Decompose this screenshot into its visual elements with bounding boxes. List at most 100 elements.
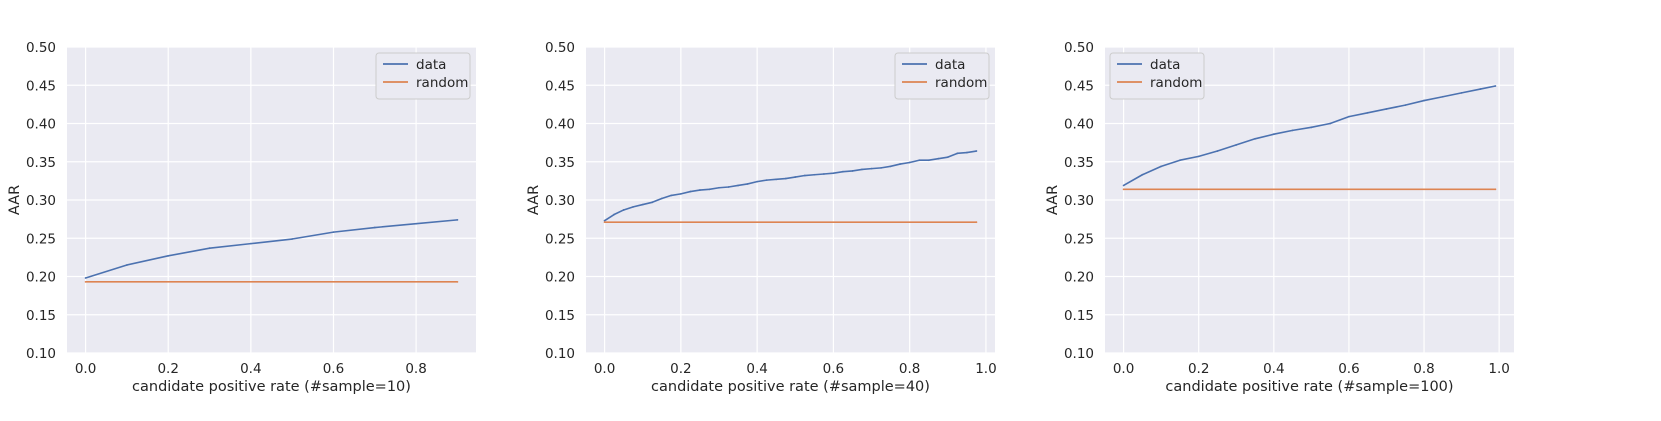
data-point-data	[1291, 129, 1294, 132]
data-point-random	[456, 280, 459, 283]
x-tick-label: 0.2	[1188, 361, 1209, 377]
legend: data random	[375, 52, 471, 100]
data-point-data	[784, 177, 787, 180]
data-point-data	[632, 205, 635, 208]
data-point-data	[937, 157, 940, 160]
data-point-data	[603, 219, 606, 222]
data-point-data	[918, 159, 921, 162]
data-point-data	[126, 264, 128, 266]
data-point-data	[756, 180, 759, 183]
data-point-data	[670, 194, 673, 197]
legend-label-random: random	[935, 75, 987, 91]
x-tick-label: 0.8	[1413, 361, 1434, 377]
series-line-data	[85, 219, 458, 279]
y-tick-label: 0.15	[26, 308, 56, 324]
x-tick-label: 0.4	[240, 361, 261, 377]
data-point-data	[794, 176, 797, 178]
y-tick-label: 0.30	[545, 193, 575, 209]
y-tick-label: 0.25	[545, 231, 575, 247]
y-tick-label: 0.15	[545, 308, 575, 324]
legend-label-random: random	[416, 75, 468, 91]
y-tick-label: 0.40	[545, 117, 575, 133]
y-tick-label: 0.10	[26, 346, 56, 362]
y-tick-label: 0.45	[26, 78, 56, 94]
data-point-data	[737, 184, 739, 187]
data-point-data	[167, 254, 170, 257]
y-tick-label: 0.20	[26, 270, 56, 286]
y-tick-label: 0.45	[545, 78, 575, 94]
data-point-data	[870, 167, 873, 170]
data-point-data	[1423, 99, 1425, 102]
data-point-data	[822, 173, 825, 175]
chart-panel-3: 0.0 0.2 0.4 0.6 0.8 1.0 0.10 0.15 0.20 0.25 0.30 0.…	[1045, 40, 1514, 395]
data-point-data	[1160, 165, 1163, 168]
data-point-random	[975, 221, 978, 224]
data-point-data	[249, 242, 252, 245]
y-tick-label: 0.20	[545, 270, 575, 286]
x-tick-label: 0.0	[75, 361, 96, 377]
y-tick-label: 0.35	[26, 155, 56, 171]
x-axis-label: candidate positive rate (#sample=10)	[132, 379, 411, 395]
data-point-data	[641, 203, 644, 206]
legend: data random	[894, 52, 990, 100]
data-point-data	[813, 173, 816, 176]
data-point-data	[956, 152, 959, 155]
data-point-data	[1441, 95, 1444, 98]
legend-label-data: data	[416, 57, 446, 73]
data-point-data	[746, 183, 749, 185]
data-point-data	[775, 178, 778, 181]
x-tick-label: 0.0	[594, 361, 615, 377]
y-tick-label: 0.20	[1064, 270, 1094, 286]
y-tick-label: 0.15	[1064, 308, 1094, 324]
y-tick-label: 0.50	[545, 40, 575, 56]
legend-label-data: data	[1150, 57, 1180, 73]
data-point-data	[699, 189, 701, 191]
data-point-data	[332, 231, 335, 234]
x-axis-label: candidate positive rate (#sample=40)	[651, 379, 930, 395]
data-point-data	[1216, 150, 1219, 152]
x-axis-label: candidate positive rate (#sample=100)	[1165, 379, 1453, 395]
legend-label-random: random	[1150, 75, 1202, 91]
y-tick-label: 0.35	[545, 155, 575, 171]
y-axis-label: AAR	[526, 185, 542, 215]
data-point-data	[1310, 126, 1313, 129]
data-point-data	[765, 179, 768, 182]
x-tick-label: 0.2	[670, 361, 691, 377]
data-point-data	[946, 156, 949, 159]
series-line-data	[604, 150, 977, 222]
data-point-data	[727, 186, 730, 188]
legend-label-data: data	[935, 57, 965, 73]
chart-panel-1: 0.0 0.2 0.4 0.6 0.8 0.10 0.15 0.20 0.25 0.30 0.35 0…	[7, 40, 476, 395]
data-point-random	[1122, 188, 1125, 191]
data-point-data	[679, 192, 682, 195]
data-point-data	[415, 222, 417, 225]
x-tick-label: 0.2	[157, 361, 178, 377]
data-point-data	[908, 161, 911, 164]
data-point-data	[1272, 133, 1275, 136]
legend: data random	[1109, 52, 1205, 100]
x-tick-label: 0.6	[823, 361, 844, 377]
data-point-data	[880, 166, 882, 169]
y-tick-label: 0.35	[1064, 155, 1094, 171]
data-point-data	[1179, 159, 1181, 162]
y-tick-label: 0.25	[1064, 231, 1094, 247]
data-point-data	[927, 159, 930, 162]
y-tick-label: 0.50	[26, 40, 56, 56]
data-point-data	[291, 238, 294, 240]
data-point-data	[965, 151, 968, 154]
data-point-data	[1329, 122, 1332, 125]
x-tick-label: 1.0	[975, 361, 996, 377]
data-point-data	[861, 168, 863, 171]
data-point-data	[689, 190, 692, 193]
data-point-data	[832, 172, 835, 175]
y-tick-label: 0.45	[1064, 78, 1094, 94]
data-point-data	[803, 174, 806, 177]
data-point-data	[373, 226, 376, 229]
data-point-data	[208, 247, 211, 250]
x-tick-label: 0.6	[1338, 361, 1359, 377]
data-point-data	[718, 186, 720, 189]
y-tick-label: 0.10	[1064, 346, 1094, 362]
data-point-data	[899, 163, 902, 165]
data-point-data	[1348, 115, 1350, 118]
data-point-data	[842, 170, 844, 173]
